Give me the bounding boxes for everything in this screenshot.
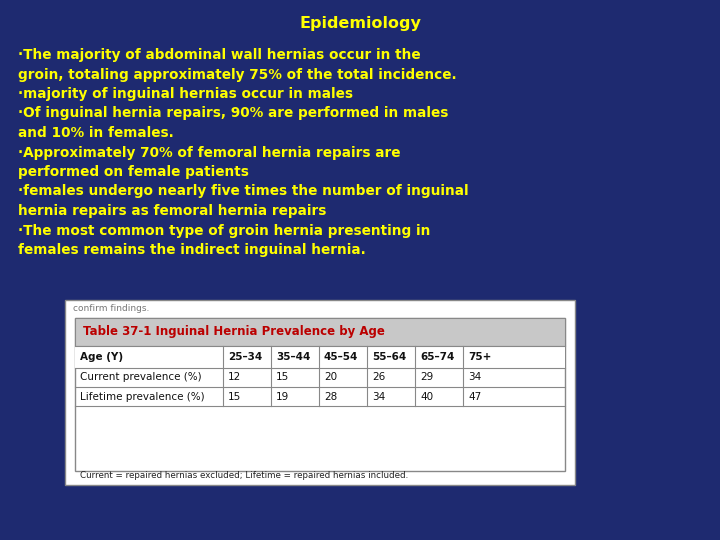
Text: 29: 29: [420, 373, 433, 382]
Text: 19: 19: [276, 392, 289, 402]
Text: 20: 20: [324, 373, 337, 382]
Text: 35–44: 35–44: [276, 352, 310, 362]
Text: females remains the indirect inguinal hernia.: females remains the indirect inguinal he…: [18, 243, 366, 257]
Text: Epidemiology: Epidemiology: [299, 16, 421, 31]
Text: 34: 34: [372, 392, 385, 402]
Text: 15: 15: [276, 373, 289, 382]
Text: 40: 40: [420, 392, 433, 402]
Text: Current = repaired hernias excluded; Lifetime = repaired hernias included.: Current = repaired hernias excluded; Lif…: [80, 470, 408, 480]
Text: ·The most common type of groin hernia presenting in: ·The most common type of groin hernia pr…: [18, 224, 431, 238]
Text: 15: 15: [228, 392, 241, 402]
Bar: [65, 300, 575, 485]
Text: 28: 28: [324, 392, 337, 402]
Text: groin, totaling approximately 75% of the total incidence.: groin, totaling approximately 75% of the…: [18, 68, 456, 82]
Text: Current prevalence (%): Current prevalence (%): [80, 373, 202, 382]
Text: 25–34: 25–34: [228, 352, 262, 362]
Bar: [75, 318, 565, 471]
Text: Age (Y): Age (Y): [80, 352, 123, 362]
Text: performed on female patients: performed on female patients: [18, 165, 249, 179]
Text: 26: 26: [372, 373, 385, 382]
Text: 47: 47: [468, 392, 481, 402]
Text: ·Of inguinal hernia repairs, 90% are performed in males: ·Of inguinal hernia repairs, 90% are per…: [18, 106, 449, 120]
Text: 34: 34: [468, 373, 481, 382]
Text: 75+: 75+: [468, 352, 491, 362]
Text: 65–74: 65–74: [420, 352, 454, 362]
Text: ·Approximately 70% of femoral hernia repairs are: ·Approximately 70% of femoral hernia rep…: [18, 145, 400, 159]
Text: and 10% in females.: and 10% in females.: [18, 126, 174, 140]
Text: 55–64: 55–64: [372, 352, 406, 362]
Text: Lifetime prevalence (%): Lifetime prevalence (%): [80, 392, 204, 402]
Text: 45–54: 45–54: [324, 352, 359, 362]
Bar: [75, 318, 565, 346]
Text: ·females undergo nearly five times the number of inguinal: ·females undergo nearly five times the n…: [18, 185, 469, 199]
Text: confirm findings.: confirm findings.: [73, 304, 149, 313]
Text: hernia repairs as femoral hernia repairs: hernia repairs as femoral hernia repairs: [18, 204, 326, 218]
Text: ·majority of inguinal hernias occur in males: ·majority of inguinal hernias occur in m…: [18, 87, 353, 101]
Text: ·The majority of abdominal wall hernias occur in the: ·The majority of abdominal wall hernias …: [18, 48, 420, 62]
Text: 12: 12: [228, 373, 241, 382]
Text: Table 37-1 Inguinal Hernia Prevalence by Age: Table 37-1 Inguinal Hernia Prevalence by…: [83, 326, 385, 339]
Bar: [75, 346, 565, 368]
